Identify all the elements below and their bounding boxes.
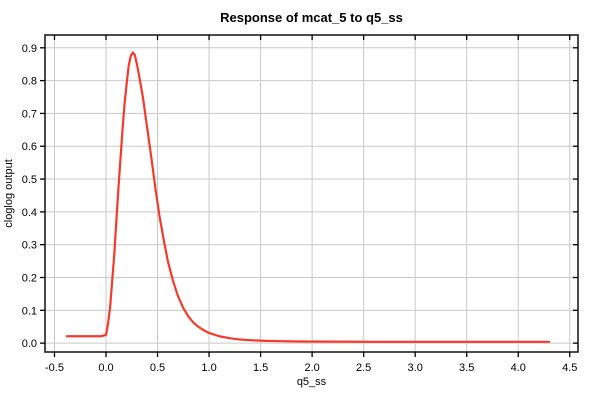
- response-curve: [65, 51, 551, 343]
- x-tick-label: 0.5: [150, 362, 165, 374]
- y-tick-label: 0.8: [22, 76, 37, 88]
- y-tick-label: 0.5: [22, 174, 37, 186]
- x-tick-label: 4.5: [562, 362, 577, 374]
- axis-tick-labels: -0.5 0.0 0.5 1.0 1.5 2.0 2.5 3.0 3.5 4.0 4.5 0.0 0.1…: [22, 43, 578, 374]
- x-tick-label: 2.5: [356, 362, 371, 374]
- y-tick-label: 0.9: [22, 43, 37, 55]
- x-axis-label: q5_ss: [297, 376, 327, 388]
- y-tick-label: 0.1: [22, 305, 37, 317]
- plot-border: [44, 34, 579, 353]
- x-tick-label: 3.5: [459, 362, 474, 374]
- gridlines: [45, 35, 578, 352]
- x-tick-label: 1.0: [201, 362, 216, 374]
- x-tick-label: 0.0: [98, 362, 113, 374]
- x-tick-label: 4.0: [511, 362, 526, 374]
- y-tick-label: 0.6: [22, 141, 37, 153]
- x-tick-label: 1.5: [253, 362, 268, 374]
- y-tick-label: 0.4: [22, 207, 37, 219]
- y-axis-label: cloglog output: [3, 159, 15, 228]
- y-tick-label: 0.7: [22, 108, 37, 120]
- axis-ticks: [40, 35, 578, 357]
- x-tick-label: -0.5: [45, 362, 64, 374]
- y-tick-label: 0.3: [22, 240, 37, 252]
- y-tick-label: 0.0: [22, 338, 37, 350]
- chart-title: Response of mcat_5 to q5_ss: [220, 10, 403, 25]
- x-tick-label: 3.0: [408, 362, 423, 374]
- x-tick-label: 2.0: [304, 362, 319, 374]
- y-tick-label: 0.2: [22, 273, 37, 285]
